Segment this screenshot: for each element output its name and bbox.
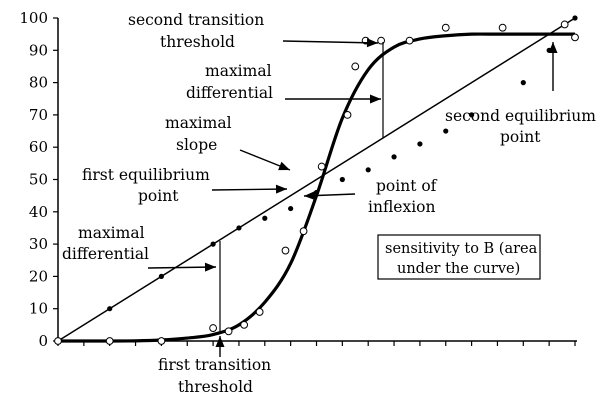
sigmoid-data-point	[281, 246, 290, 255]
sigmoid-series-line	[57, 32, 575, 343]
annotation-line: maximal	[78, 224, 145, 242]
sensitivity-box-line: sensitivity to B (area	[385, 241, 538, 257]
y-tick-label: 90	[29, 41, 48, 59]
annotation-maximal-slope: maximal slope	[165, 114, 232, 154]
linear-data-point	[313, 189, 320, 196]
y-tick-label: 100	[19, 9, 48, 27]
linear-data-point	[391, 154, 397, 160]
annotation-line: threshold	[178, 378, 253, 396]
linear-data-point	[107, 306, 113, 312]
y-tick-label: 40	[29, 203, 48, 221]
annotation-line: maximal	[165, 114, 232, 132]
linear-data-point	[236, 225, 242, 231]
annotation-line: differential	[186, 84, 273, 102]
arrow-second-transition-head	[366, 38, 378, 48]
annotation-second-transition-threshold: second transition threshold	[128, 11, 264, 51]
linear-data-point	[443, 128, 449, 134]
linear-data-point	[572, 15, 578, 21]
sigmoid-data-point	[560, 20, 569, 29]
sigmoid-data-point	[317, 162, 326, 171]
arrow-first-equilibrium-shaft	[211, 188, 288, 191]
y-axis-ticks: 0 10 20 30 40 50 60 70 80 90 100	[19, 9, 58, 350]
y-tick-label: 10	[29, 300, 48, 318]
arrow-second-transition-shaft	[282, 40, 379, 44]
sigmoid-data-point	[343, 111, 352, 119]
arrow-second-equilibrium-head	[548, 42, 558, 53]
y-tick-label: 50	[29, 171, 48, 189]
annotation-line: second transition	[128, 11, 264, 29]
sigmoid-data-point	[105, 337, 114, 345]
sigmoid-data-point	[405, 36, 414, 45]
sigmoid-data-point	[498, 23, 507, 32]
sensitivity-box: sensitivity to B (area under the curve)	[377, 234, 541, 280]
annotation-maximal-differential-upper: maximal differential	[186, 62, 273, 102]
linear-series-line	[57, 17, 576, 342]
annotation-maximal-differential-lower: maximal differential	[62, 224, 149, 263]
y-tick-label: 0	[38, 332, 48, 350]
annotation-arrows	[147, 38, 558, 357]
y-tick-label: 30	[29, 235, 48, 253]
annotation-first-transition-threshold: first transition threshold	[158, 356, 271, 396]
sensitivity-box-line: under the curve)	[397, 261, 520, 277]
sigmoid-data-point	[255, 308, 264, 316]
annotation-line: second equilibrium	[445, 107, 596, 125]
arrow-maximal-slope-head	[278, 161, 290, 171]
arrow-first-equilibrium-head	[275, 184, 287, 194]
arrow-inflexion-head	[304, 191, 316, 201]
arrow-lower-differential-shaft	[147, 266, 217, 269]
annotation-second-equilibrium-point: second equilibrium point	[445, 107, 596, 146]
sigmoid-data-point	[299, 227, 308, 236]
arrow-first-transition-head	[215, 336, 225, 347]
linear-data-point	[469, 112, 475, 118]
sigmoid-data-point	[240, 320, 249, 329]
y-tick-label: 60	[29, 138, 48, 156]
sigmoid-data-point	[224, 327, 233, 336]
linear-data-point	[365, 167, 371, 173]
sigmoid-data-point	[571, 33, 579, 42]
linear-data-point	[520, 80, 526, 86]
annotation-line: first transition	[158, 356, 271, 374]
linear-data-point	[339, 176, 345, 183]
annotation-first-equilibrium-point: first equilibrium point	[82, 166, 210, 205]
linear-data-point	[417, 141, 423, 147]
annotation-line: inflexion	[368, 198, 435, 216]
annotation-line: point of	[376, 177, 438, 195]
annotation-point-of-inflexion: point of inflexion	[368, 177, 438, 216]
annotation-line: point	[138, 187, 179, 205]
arrow-lower-differential-head	[204, 262, 216, 272]
linear-data-point	[288, 205, 294, 212]
sigmoid-data-point	[441, 23, 450, 32]
annotation-line: slope	[176, 136, 217, 154]
y-tick-label: 20	[29, 267, 48, 285]
y-tick-label: 70	[29, 106, 48, 124]
sigmoid-data-point	[351, 62, 360, 71]
sigmoid-data-point	[209, 324, 218, 332]
linear-data-point	[262, 215, 268, 221]
annotation-line: maximal	[205, 62, 272, 80]
y-tick-label: 80	[29, 74, 48, 92]
sensitivity-box-frame	[377, 234, 541, 280]
annotation-line: point	[500, 128, 541, 146]
annotation-line: differential	[62, 245, 149, 263]
linear-data-point	[158, 273, 164, 279]
linear-data-point	[210, 241, 216, 247]
sigmoid-data-point	[54, 337, 62, 345]
annotation-line: threshold	[160, 33, 235, 51]
sigmoid-data-point	[157, 337, 166, 345]
annotation-line: first equilibrium	[82, 166, 210, 184]
arrow-upper-differential-head	[370, 94, 381, 104]
